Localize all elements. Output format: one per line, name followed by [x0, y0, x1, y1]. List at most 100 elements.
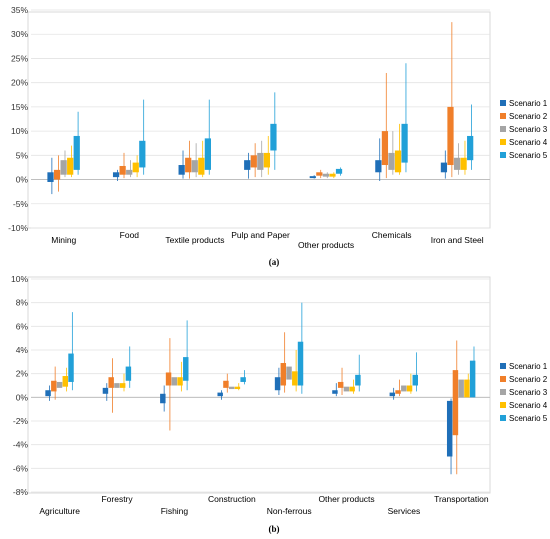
range-bar — [394, 150, 402, 173]
range-bar — [446, 400, 453, 457]
range-bar — [355, 374, 361, 386]
range-bar — [178, 165, 185, 175]
category-label: Other products — [298, 240, 354, 250]
category-label: Iron and Steel — [431, 235, 484, 245]
range-bar — [240, 377, 246, 382]
range-bar — [102, 387, 109, 394]
legend-label: Scenario 3 — [509, 125, 548, 134]
range-bar — [126, 169, 133, 175]
range-bar — [316, 172, 323, 176]
y-tick-label: 15% — [11, 102, 28, 112]
range-bar — [412, 374, 418, 386]
y-tick-label: 5% — [16, 150, 29, 160]
legend-label: Scenario 1 — [509, 99, 548, 108]
y-tick-label: 2% — [16, 369, 29, 379]
legend-swatch — [500, 126, 506, 132]
range-bar — [349, 386, 355, 392]
range-bar — [297, 341, 304, 386]
y-tick-label: 4% — [16, 345, 29, 355]
range-bar — [447, 106, 454, 166]
range-bar — [335, 168, 343, 174]
panel-b-frame — [27, 276, 491, 494]
y-tick-label: 25% — [11, 53, 28, 63]
legend-swatch — [500, 415, 506, 421]
legend-label: Scenario 3 — [509, 388, 548, 397]
range-bar — [125, 366, 132, 381]
category-label: Agriculture — [39, 506, 80, 516]
range-bar — [198, 157, 205, 175]
range-bar — [257, 152, 264, 170]
legend-swatch — [500, 113, 506, 119]
category-label: Chemicals — [372, 230, 412, 240]
range-bar — [270, 123, 277, 151]
range-bar — [114, 383, 120, 388]
range-bar — [223, 380, 229, 388]
range-bar — [286, 366, 292, 380]
legend-label: Scenario 5 — [509, 151, 548, 160]
y-tick-label: -10% — [8, 223, 28, 233]
range-bar — [165, 372, 172, 386]
range-bar — [329, 173, 336, 177]
category-label: Pulp and Paper — [231, 230, 290, 240]
range-bar — [263, 152, 271, 168]
range-bar — [234, 386, 241, 390]
legend-label: Scenario 2 — [509, 112, 548, 121]
range-bar — [388, 152, 395, 170]
y-tick-label: -2% — [13, 416, 29, 426]
range-bar — [343, 386, 350, 392]
range-bar — [452, 370, 459, 436]
panel-b-caption: (b) — [269, 524, 280, 534]
range-bar — [139, 140, 146, 168]
panel-a-caption: (a) — [269, 257, 280, 267]
range-bar — [322, 173, 330, 177]
category-label: Food — [120, 230, 140, 240]
range-bar — [469, 360, 476, 398]
category-label: Construction — [208, 494, 256, 504]
range-bar — [47, 172, 54, 182]
range-bar — [464, 379, 470, 398]
category-label: Non-ferrous — [267, 506, 312, 516]
range-bar — [280, 363, 287, 386]
legend-swatch — [500, 363, 506, 369]
y-tick-label: 20% — [11, 78, 28, 88]
range-bar — [250, 155, 257, 168]
y-tick-label: -8% — [13, 487, 29, 497]
y-tick-label: 35% — [11, 5, 28, 15]
range-bar — [51, 380, 57, 392]
range-bar — [217, 392, 223, 397]
category-label: Fishing — [161, 506, 189, 516]
legend-swatch — [500, 100, 506, 106]
legend-label: Scenario 4 — [509, 401, 548, 410]
y-tick-label: 8% — [16, 298, 29, 308]
range-bar — [191, 160, 198, 173]
y-tick-label: -5% — [13, 199, 29, 209]
range-bar — [45, 390, 51, 397]
legend-swatch — [500, 152, 506, 158]
y-tick-label: 10% — [11, 126, 28, 136]
range-bar — [381, 131, 389, 166]
y-tick-label: 0% — [16, 175, 29, 185]
panel-b: -8% -6% -4% -2% 0% 2% 4% 6% 8% 10% Agriculture Fore… — [11, 274, 548, 516]
legend-label: Scenario 4 — [509, 138, 548, 147]
panel-a: -10% -5% 0% 5% 10% 15% 20% 25% 30% 35% Mining Food T… — [8, 5, 548, 250]
range-bar — [309, 176, 316, 179]
y-tick-label: -6% — [13, 463, 29, 473]
range-bar — [244, 160, 251, 170]
range-bar — [375, 160, 382, 173]
range-bar — [401, 123, 408, 163]
y-tick-label: 6% — [16, 321, 29, 331]
range-bar — [440, 162, 448, 173]
range-bar — [62, 376, 69, 387]
category-label: Other products — [318, 494, 374, 504]
range-bar — [337, 381, 344, 388]
range-bar — [389, 392, 396, 397]
range-bar — [108, 377, 114, 388]
range-bar — [68, 353, 74, 382]
legend-swatch — [500, 389, 506, 395]
legend-label: Scenario 5 — [509, 414, 548, 423]
range-bar — [60, 160, 67, 175]
range-bar — [292, 371, 298, 386]
category-label: Services — [388, 506, 421, 516]
legend-swatch — [500, 376, 506, 382]
